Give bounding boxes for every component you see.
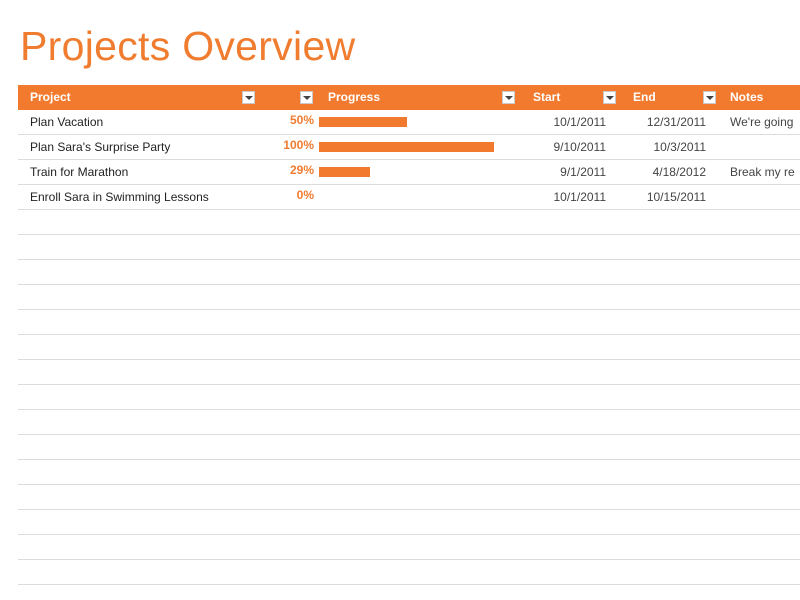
progress-filter-dropdown-icon[interactable] <box>502 91 515 104</box>
project-name-cell[interactable]: Plan Sara's Surprise Party <box>30 140 171 154</box>
progress-bar <box>319 192 494 202</box>
start-date-cell[interactable]: 9/1/2011 <box>560 165 606 179</box>
progress-percent-cell[interactable]: 100% <box>283 138 314 152</box>
progress-bar-fill <box>319 142 494 152</box>
empty-table-row[interactable] <box>18 560 800 585</box>
end-date-cell[interactable]: 10/15/2011 <box>646 190 706 204</box>
notes-cell[interactable]: We're going <box>730 115 794 129</box>
progress-percent-filter-dropdown-icon[interactable] <box>300 91 313 104</box>
empty-table-row[interactable] <box>18 285 800 310</box>
start-date-cell[interactable]: 10/1/2011 <box>553 115 607 129</box>
empty-table-row[interactable] <box>18 260 800 285</box>
empty-table-row[interactable] <box>18 310 800 335</box>
progress-percent-cell[interactable]: 0% <box>296 188 314 202</box>
empty-table-row[interactable] <box>18 360 800 385</box>
empty-table-row[interactable] <box>18 385 800 410</box>
start-filter-dropdown-icon[interactable] <box>603 91 616 104</box>
empty-table-row[interactable] <box>18 485 800 510</box>
project-filter-dropdown-icon[interactable] <box>242 91 255 104</box>
column-header-project[interactable]: Project <box>30 90 71 104</box>
empty-table-row[interactable] <box>18 510 800 535</box>
progress-bar <box>319 117 494 127</box>
table-header: Project Progress Start End Notes <box>18 85 800 110</box>
column-header-end[interactable]: End <box>633 90 656 104</box>
progress-percent-cell[interactable]: 50% <box>289 113 314 127</box>
project-name-cell[interactable]: Train for Marathon <box>30 165 129 179</box>
empty-table-row[interactable] <box>18 435 800 460</box>
end-date-cell[interactable]: 12/31/2011 <box>646 115 706 129</box>
empty-table-row[interactable] <box>18 335 800 360</box>
table-row[interactable]: Plan Sara's Surprise Party 100% 9/10/201… <box>18 135 800 160</box>
start-date-cell[interactable]: 9/10/2011 <box>553 140 607 154</box>
table-row[interactable]: Train for Marathon 29% 9/1/2011 4/18/201… <box>18 160 800 185</box>
project-name-cell[interactable]: Plan Vacation <box>30 115 104 129</box>
start-date-cell[interactable]: 10/1/2011 <box>553 190 607 204</box>
project-name-cell[interactable]: Enroll Sara in Swimming Lessons <box>30 190 209 204</box>
table-row[interactable]: Enroll Sara in Swimming Lessons 0% 10/1/… <box>18 185 800 210</box>
end-date-cell[interactable]: 10/3/2011 <box>653 140 707 154</box>
page-title: Projects Overview <box>20 23 356 69</box>
empty-table-row[interactable] <box>18 235 800 260</box>
empty-rows <box>18 210 800 600</box>
projects-table: Project Progress Start End Notes Plan Va… <box>18 85 800 600</box>
progress-bar <box>319 142 494 152</box>
notes-cell[interactable]: Break my re <box>730 165 795 179</box>
column-header-progress[interactable]: Progress <box>328 90 381 104</box>
empty-table-row[interactable] <box>18 585 800 600</box>
column-header-start[interactable]: Start <box>533 90 561 104</box>
progress-bar-fill <box>319 167 370 177</box>
progress-bar <box>319 167 494 177</box>
empty-table-row[interactable] <box>18 460 800 485</box>
empty-table-row[interactable] <box>18 535 800 560</box>
progress-bar-fill <box>319 117 407 127</box>
table-row[interactable]: Plan Vacation 50% 10/1/2011 12/31/2011 W… <box>18 110 800 135</box>
progress-percent-cell[interactable]: 29% <box>289 163 314 177</box>
table-body: Plan Vacation 50% 10/1/2011 12/31/2011 W… <box>18 110 800 210</box>
empty-table-row[interactable] <box>18 410 800 435</box>
end-filter-dropdown-icon[interactable] <box>703 91 716 104</box>
end-date-cell[interactable]: 4/18/2012 <box>652 165 706 179</box>
column-header-notes[interactable]: Notes <box>730 90 764 104</box>
empty-table-row[interactable] <box>18 210 800 235</box>
